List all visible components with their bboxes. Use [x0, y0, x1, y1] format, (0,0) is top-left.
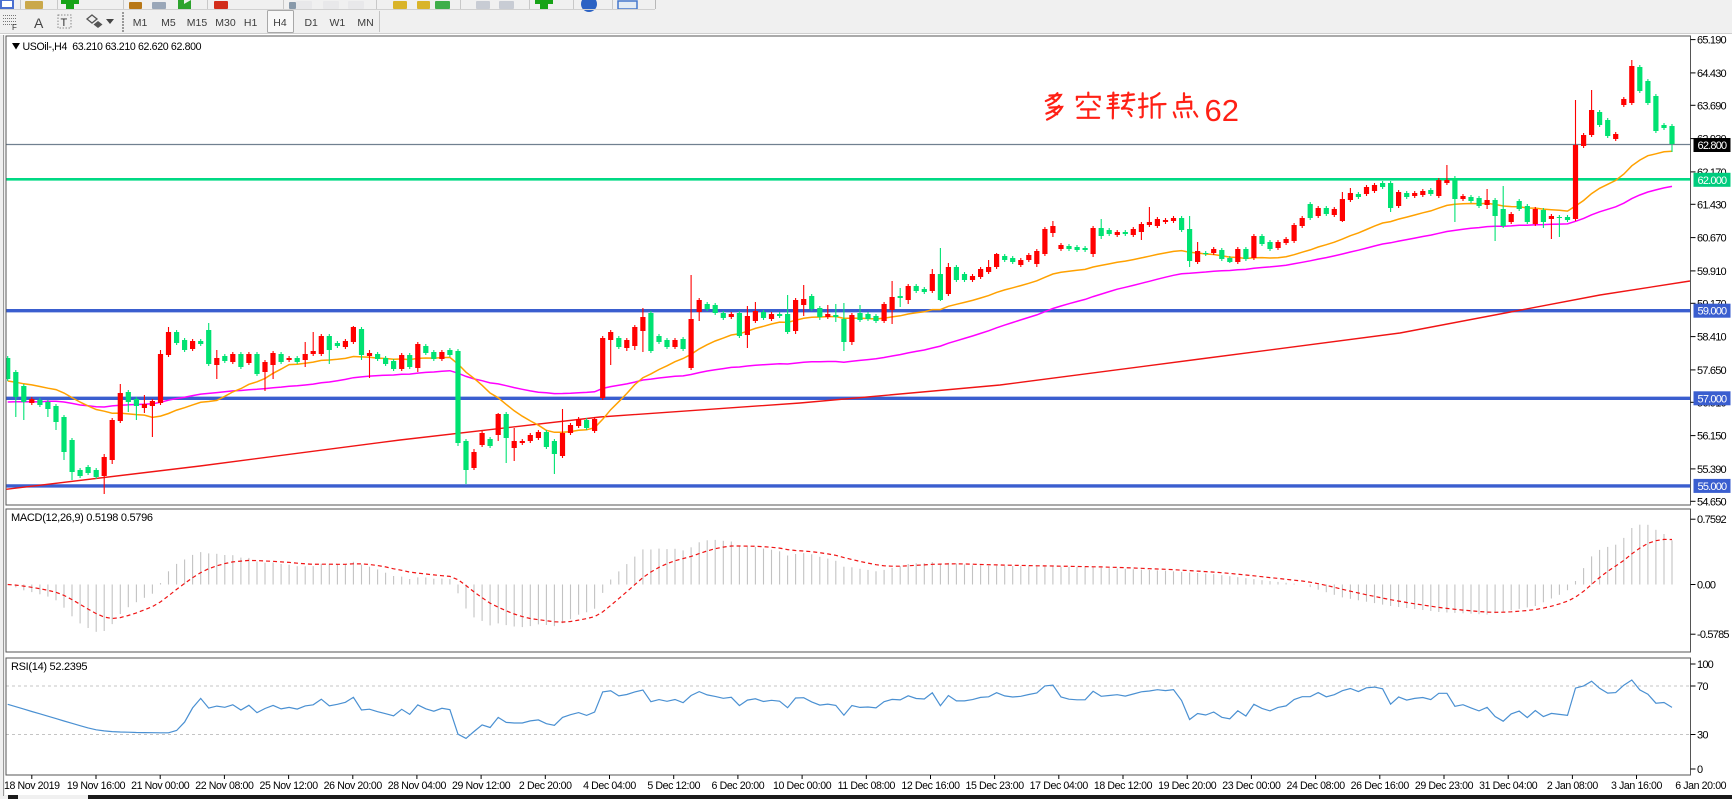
svg-text:55.390: 55.390: [1697, 464, 1727, 476]
svg-text:21 Nov 00:00: 21 Nov 00:00: [131, 780, 190, 792]
svg-text:10 Dec 00:00: 10 Dec 00:00: [773, 780, 832, 792]
svg-text:USOil-,H4 63.210 63.210 62.62: USOil-,H4 63.210 63.210 62.620 62.800: [23, 41, 202, 53]
svg-text:-0.5785: -0.5785: [1697, 629, 1729, 641]
svg-text:0: 0: [1697, 764, 1703, 776]
svg-text:100: 100: [1697, 659, 1714, 671]
svg-text:H1: H1: [244, 17, 258, 29]
svg-text:65.190: 65.190: [1697, 35, 1727, 47]
svg-text:MN: MN: [357, 17, 373, 29]
svg-text:RSI(14) 52.2395: RSI(14) 52.2395: [11, 661, 87, 673]
svg-text:29 Dec 23:00: 29 Dec 23:00: [1415, 780, 1474, 792]
svg-text:25 Nov 12:00: 25 Nov 12:00: [259, 780, 318, 792]
svg-text:4 Dec 04:00: 4 Dec 04:00: [583, 780, 636, 792]
svg-text:61.430: 61.430: [1697, 199, 1727, 211]
svg-text:31 Dec 04:00: 31 Dec 04:00: [1479, 780, 1538, 792]
svg-text:T: T: [61, 17, 68, 29]
svg-text:11 Dec 08:00: 11 Dec 08:00: [838, 780, 896, 792]
svg-text:26 Nov 20:00: 26 Nov 20:00: [324, 780, 383, 792]
svg-text:2 Jan 08:00: 2 Jan 08:00: [1547, 780, 1598, 792]
svg-text:26 Dec 16:00: 26 Dec 16:00: [1351, 780, 1410, 792]
svg-text:59.000: 59.000: [1698, 306, 1728, 318]
svg-text:28 Nov 04:00: 28 Nov 04:00: [388, 780, 447, 792]
svg-text:58.410: 58.410: [1697, 332, 1727, 344]
svg-text:64.430: 64.430: [1697, 68, 1727, 80]
svg-text:M30: M30: [215, 17, 236, 29]
svg-text:24 Dec 08:00: 24 Dec 08:00: [1286, 780, 1345, 792]
svg-text:MACD(12,26,9) 0.5198 0.5796: MACD(12,26,9) 0.5198 0.5796: [11, 512, 153, 524]
svg-text:63.690: 63.690: [1697, 100, 1727, 112]
svg-text:5 Dec 12:00: 5 Dec 12:00: [647, 780, 700, 792]
svg-text:0.7592: 0.7592: [1697, 514, 1727, 526]
svg-text:62: 62: [1205, 93, 1239, 128]
svg-text:A: A: [34, 15, 44, 31]
svg-text:70: 70: [1697, 681, 1708, 693]
svg-text:62.000: 62.000: [1698, 175, 1728, 187]
svg-text:54.650: 54.650: [1697, 496, 1727, 508]
svg-text:H4: H4: [273, 17, 287, 29]
svg-text:2 Dec 20:00: 2 Dec 20:00: [519, 780, 572, 792]
svg-text:30: 30: [1697, 730, 1708, 742]
svg-text:57.000: 57.000: [1698, 393, 1728, 405]
svg-text:M5: M5: [161, 17, 176, 29]
svg-text:6 Dec 20:00: 6 Dec 20:00: [712, 780, 765, 792]
svg-text:F: F: [12, 23, 17, 32]
svg-text:22 Nov 08:00: 22 Nov 08:00: [195, 780, 254, 792]
svg-text:56.150: 56.150: [1697, 431, 1727, 443]
svg-text:15 Dec 23:00: 15 Dec 23:00: [965, 780, 1024, 792]
svg-text:12 Dec 16:00: 12 Dec 16:00: [901, 780, 960, 792]
svg-text:M1: M1: [133, 17, 148, 29]
svg-text:59.910: 59.910: [1697, 266, 1727, 278]
svg-text:6 Jan 20:00: 6 Jan 20:00: [1675, 780, 1726, 792]
svg-text:23 Dec 00:00: 23 Dec 00:00: [1222, 780, 1281, 792]
svg-text:W1: W1: [330, 17, 346, 29]
svg-text:62.800: 62.800: [1698, 140, 1728, 152]
svg-text:17 Dec 04:00: 17 Dec 04:00: [1030, 780, 1089, 792]
svg-text:M15: M15: [187, 17, 208, 29]
svg-text:60.670: 60.670: [1697, 233, 1727, 245]
svg-text:29 Nov 12:00: 29 Nov 12:00: [452, 780, 511, 792]
svg-text:57.650: 57.650: [1697, 365, 1727, 377]
svg-text:18 Dec 12:00: 18 Dec 12:00: [1094, 780, 1153, 792]
svg-text:D1: D1: [304, 17, 318, 29]
svg-text:19 Dec 20:00: 19 Dec 20:00: [1158, 780, 1217, 792]
svg-text:0.00: 0.00: [1697, 580, 1716, 592]
svg-text:3 Jan 16:00: 3 Jan 16:00: [1611, 780, 1662, 792]
svg-text:19 Nov 16:00: 19 Nov 16:00: [67, 780, 126, 792]
svg-text:55.000: 55.000: [1698, 481, 1728, 493]
svg-text:18 Nov 2019: 18 Nov 2019: [4, 780, 60, 792]
